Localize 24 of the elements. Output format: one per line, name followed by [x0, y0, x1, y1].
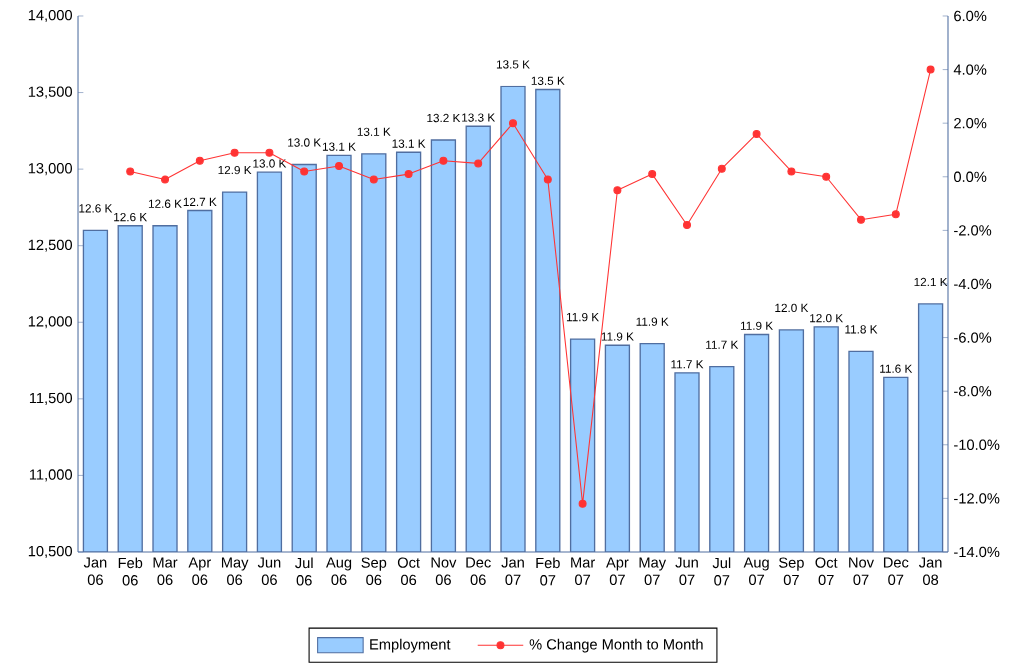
point — [578, 499, 587, 508]
point — [509, 119, 518, 128]
point — [613, 186, 622, 195]
point — [126, 167, 135, 176]
point — [195, 156, 204, 165]
point — [369, 175, 378, 184]
point — [300, 167, 309, 176]
point — [717, 164, 726, 173]
point — [161, 175, 170, 184]
point — [926, 65, 935, 74]
point — [439, 156, 448, 165]
point — [856, 215, 865, 224]
point — [891, 210, 900, 219]
point — [335, 162, 344, 171]
point — [787, 167, 796, 176]
point — [230, 148, 239, 157]
point — [752, 129, 761, 138]
point — [648, 170, 657, 179]
point — [265, 148, 274, 157]
point — [404, 170, 413, 179]
point — [683, 221, 692, 230]
point — [822, 172, 831, 181]
point — [474, 159, 483, 168]
point — [543, 175, 552, 184]
